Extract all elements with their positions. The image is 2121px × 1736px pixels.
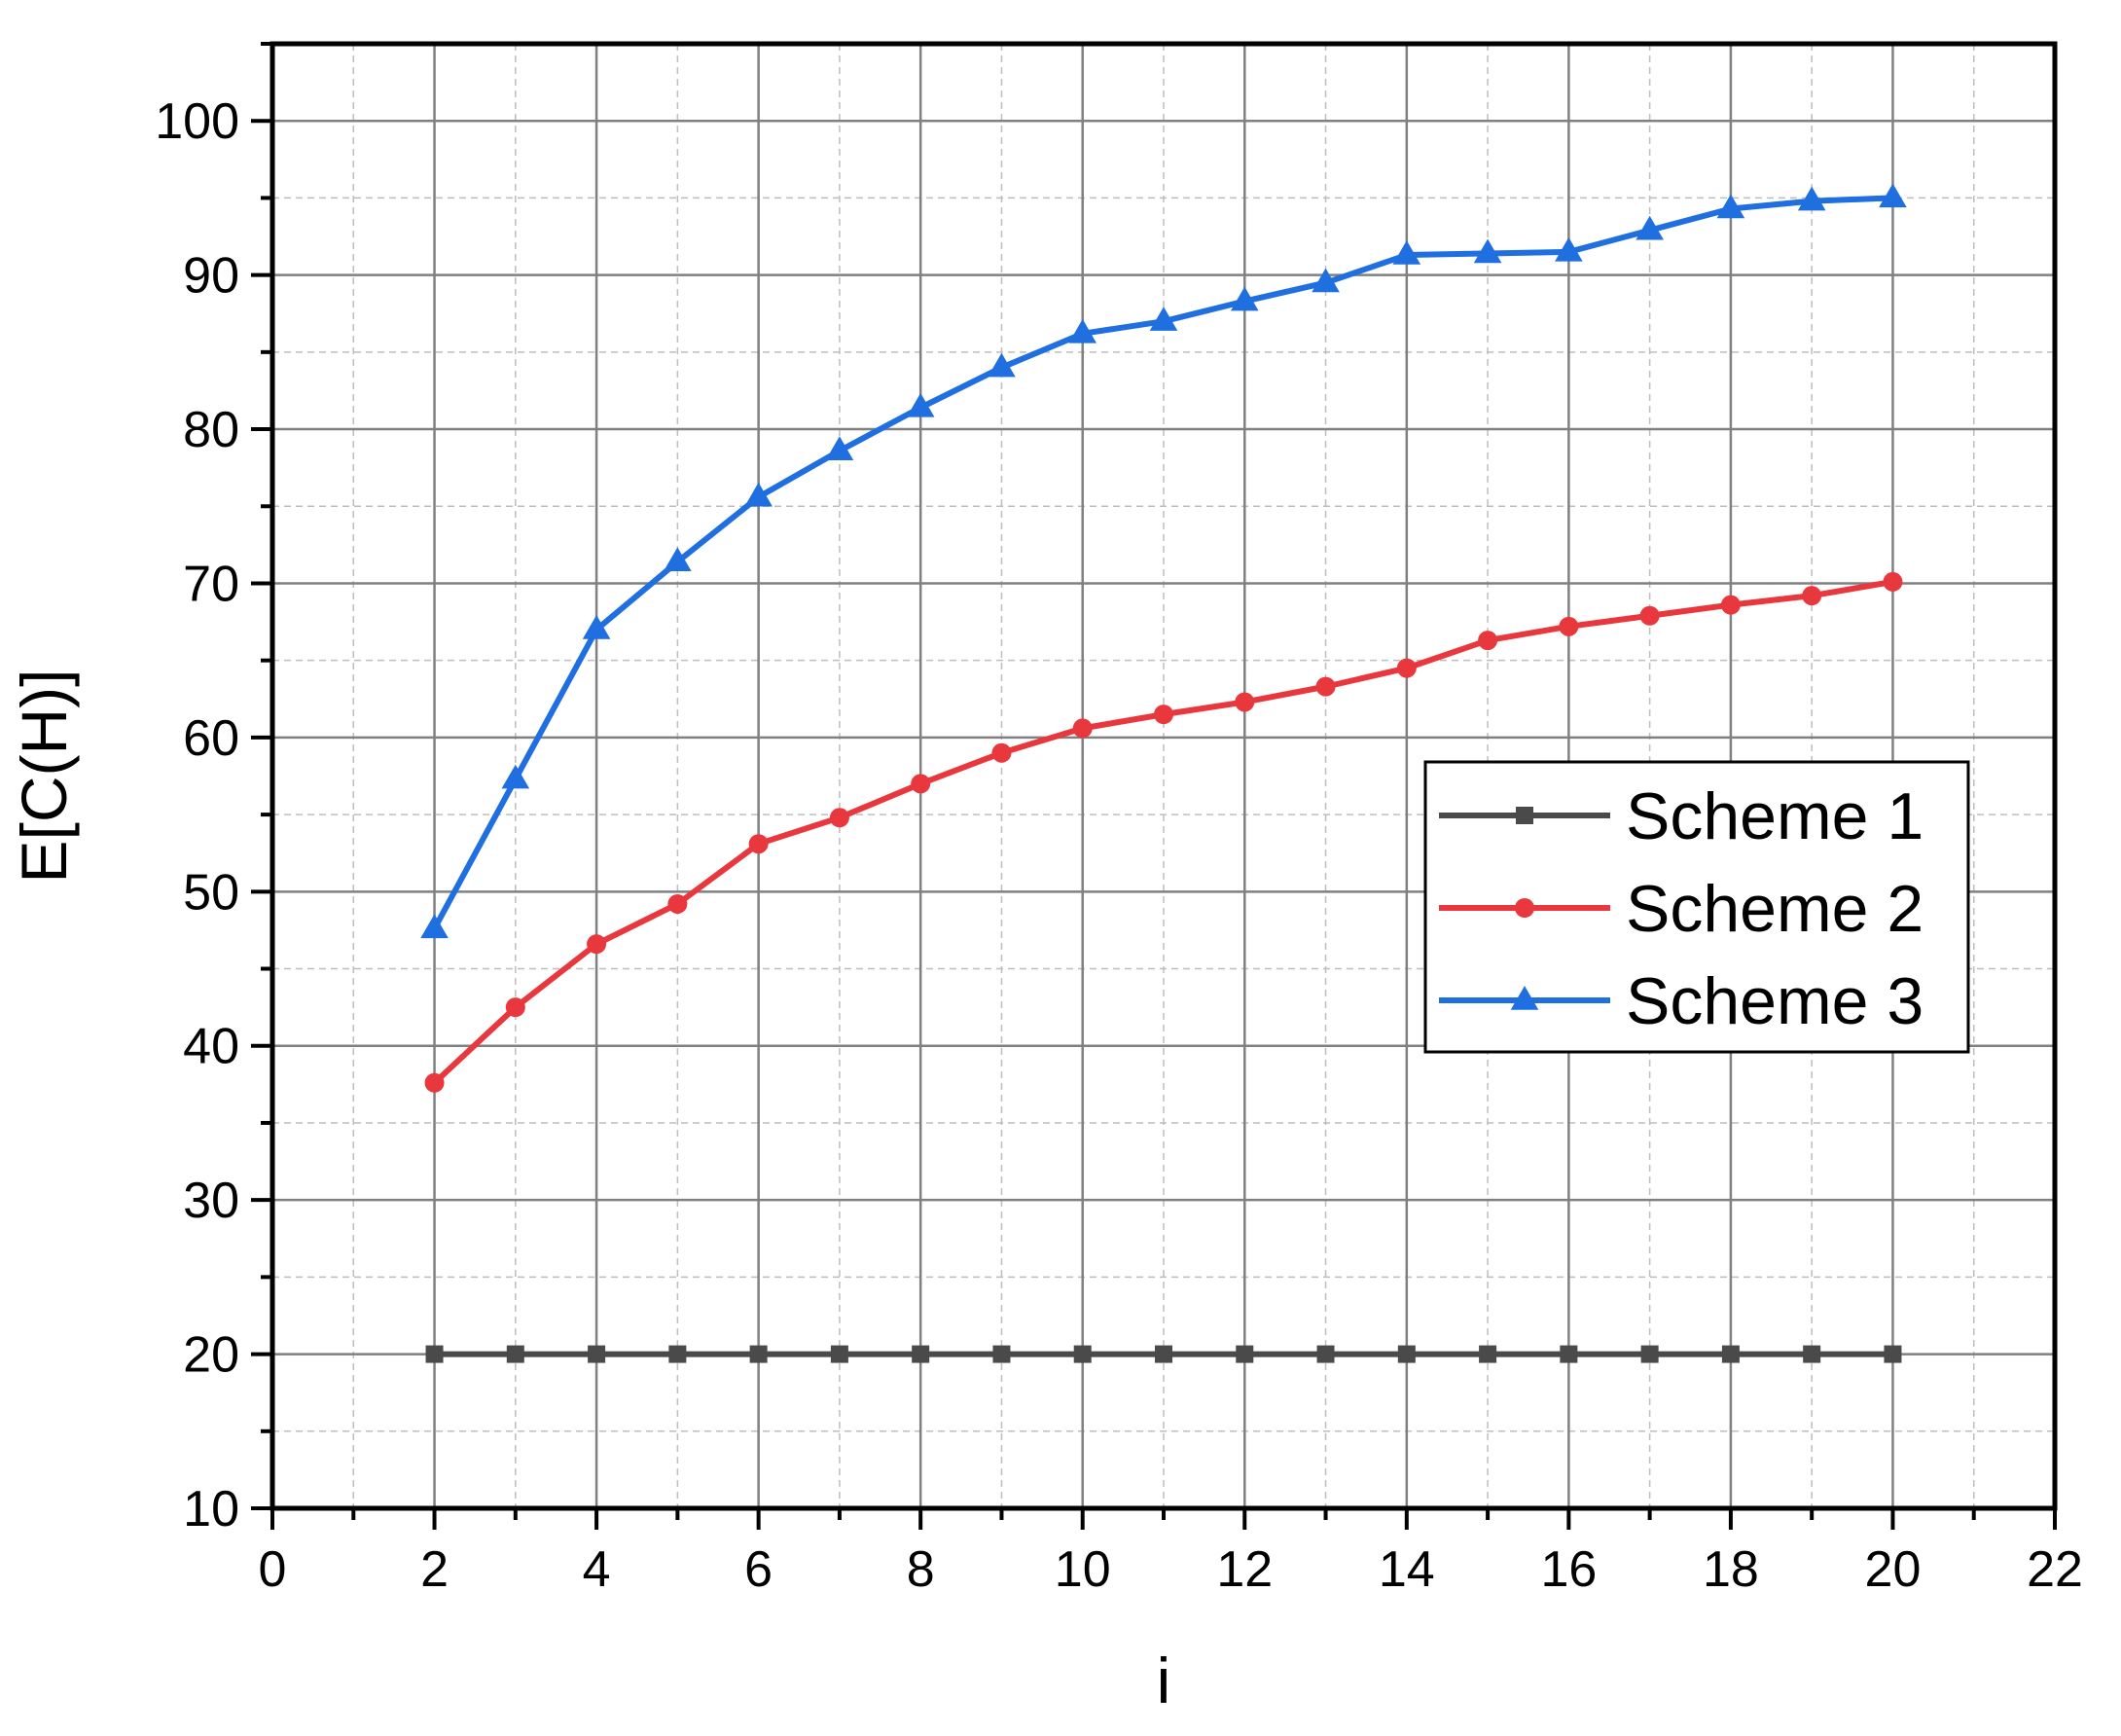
data-point [1640,1345,1659,1363]
y-axis-title: E[C(H)] [8,669,80,884]
legend-label: Scheme 1 [1626,779,1923,853]
data-point [1149,307,1178,331]
y-tick-label: 40 [183,1019,239,1075]
series-2 [424,571,1903,1093]
data-point [1716,194,1745,219]
data-point [668,1345,687,1363]
data-point [1315,676,1336,697]
legend: Scheme 1 Scheme 2 Scheme 3 [1423,760,1970,1054]
data-point [1155,1345,1172,1363]
data-point [992,1345,1011,1363]
data-point [911,774,931,794]
x-tick-label: 2 [420,1541,449,1598]
data-point [424,1072,445,1093]
data-point [1396,658,1417,678]
data-point [749,1345,768,1363]
data-point [1312,268,1340,293]
x-tick-label: 4 [583,1541,611,1598]
data-point [506,1345,524,1363]
legend-label: Scheme 3 [1626,964,1923,1038]
y-tick-label: 50 [183,864,239,921]
data-point [1884,1345,1902,1363]
data-point [582,615,611,639]
data-point [1154,705,1173,725]
y-tick-label: 80 [183,402,239,458]
y-tick-label: 90 [183,248,239,305]
x-tick-label: 10 [1055,1541,1111,1598]
data-point [744,482,773,507]
x-axis-title: i [1157,1645,1171,1717]
data-point [1235,692,1255,712]
x-tick-label: 22 [2027,1541,2083,1598]
data-point [1479,1345,1497,1363]
data-point [829,808,849,828]
data-point [1802,586,1822,606]
data-point [1392,240,1421,265]
minor-grid [272,44,2055,1508]
series-1 [425,1345,1902,1363]
data-point [420,914,449,939]
axis-ticks [251,42,2057,1530]
series-3 [420,183,1907,939]
legend-item: Scheme 1 [1439,779,1923,853]
x-tick-label: 12 [1216,1541,1273,1598]
y-tick-label: 20 [183,1327,239,1384]
data-point [501,764,530,789]
y-tick-label: 30 [183,1173,239,1229]
data-point [425,1345,444,1363]
data-point [1639,605,1660,626]
legend-marker [1510,986,1539,1010]
data-point [830,1345,848,1363]
series-layer [420,183,1907,1363]
data-point [505,997,525,1018]
y-tick-label: 70 [183,556,239,612]
data-point [1555,236,1583,262]
data-point [912,1345,930,1363]
data-point [1397,1345,1416,1363]
y-tick-label: 60 [183,710,239,767]
data-point [1072,718,1093,739]
data-point [825,436,854,460]
tick-labels: 0 2 4 6 8 10 12 14 16 18 20 22 10 20 30 40 50 60 70 80 90 100 [155,93,2083,1598]
data-point [748,834,769,854]
x-tick-label: 8 [907,1541,935,1598]
legend-marker [1515,898,1534,918]
data-point [667,893,688,914]
data-point [587,934,607,955]
legend-label: Scheme 2 [1626,872,1923,946]
data-point [1316,1345,1335,1363]
data-point [1721,1345,1740,1363]
x-tick-label: 14 [1379,1541,1435,1598]
data-point [1797,186,1826,211]
data-point [664,547,692,572]
legend-item: Scheme 3 [1439,964,1923,1038]
data-point [1068,318,1097,344]
data-point [1073,1345,1092,1363]
data-point [906,392,935,417]
data-point [1803,1345,1821,1363]
data-point [1473,238,1502,264]
data-point [991,742,1012,763]
data-point [1883,571,1903,592]
legend-marker [1516,807,1533,824]
y-tick-label: 10 [183,1481,239,1537]
data-point [1560,1345,1578,1363]
data-point [1636,215,1664,240]
data-point [588,1345,606,1363]
legend-item: Scheme 2 [1439,872,1923,946]
y-tick-label: 100 [155,93,239,150]
data-point [1230,286,1259,311]
x-tick-label: 16 [1540,1541,1597,1598]
data-point [1720,595,1741,615]
data-point [1236,1345,1254,1363]
data-point [1478,631,1498,651]
x-tick-label: 0 [259,1541,287,1598]
data-point [1879,183,1907,208]
data-point [988,352,1016,378]
x-tick-label: 6 [744,1541,773,1598]
x-tick-label: 18 [1703,1541,1759,1598]
x-tick-label: 20 [1865,1541,1922,1598]
data-point [1559,616,1579,636]
